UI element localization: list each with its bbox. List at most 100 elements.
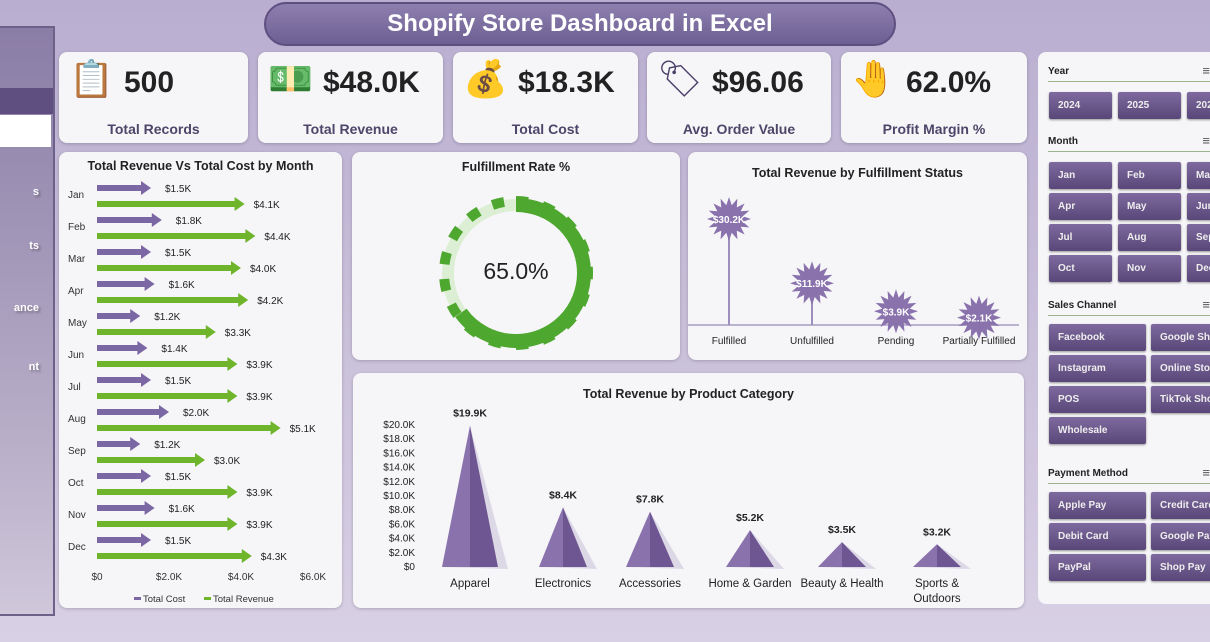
revenue-bar <box>97 389 238 403</box>
month-label: Aug <box>68 414 86 425</box>
sidebar-item[interactable]: s <box>32 186 39 198</box>
kpi-value: 500 <box>124 66 175 99</box>
multi-select-icon[interactable]: ≡ <box>1202 297 1210 312</box>
month-label: Jul <box>68 382 81 393</box>
slicer-button[interactable]: Apr <box>1049 193 1112 220</box>
slicer-button[interactable]: Mar <box>1187 162 1210 189</box>
slicer-button[interactable]: Feb <box>1118 162 1181 189</box>
starburst-marker <box>874 289 918 334</box>
slicer-button[interactable]: 2024 <box>1049 92 1112 119</box>
sidebar-item-active[interactable] <box>0 115 51 147</box>
chart-title: Fulfillment Rate % <box>461 160 571 174</box>
kpi-label: Total Records <box>107 121 200 137</box>
data-label: $19.9K <box>453 408 487 420</box>
slicer-button[interactable]: Sep <box>1187 224 1210 251</box>
data-label: $3.9K <box>246 392 272 403</box>
data-label: $1.8K <box>176 216 202 227</box>
slicer-button[interactable]: TikTok Shop <box>1151 386 1210 413</box>
revenue-bar <box>97 325 216 339</box>
multi-select-icon[interactable]: ≡ <box>1202 133 1210 148</box>
pyramid-bar <box>913 544 937 567</box>
revenue-bar <box>97 229 256 243</box>
slicer-button[interactable]: Google Pay <box>1151 523 1210 550</box>
y-tick-label: $10.0K <box>383 491 415 502</box>
kpi-value: $96.06 <box>712 66 804 99</box>
category-label: Pending <box>878 336 915 347</box>
category-label: Unfulfilled <box>790 336 834 347</box>
slicer-title: Month <box>1048 136 1078 147</box>
legend-label: Total Cost <box>143 594 186 605</box>
slicer-button[interactable]: POS <box>1049 386 1146 413</box>
price-tag-icon: 🏷 <box>657 58 703 99</box>
slicer-button[interactable]: Jun <box>1187 193 1210 220</box>
slicer-button[interactable]: Google Shop <box>1151 324 1210 351</box>
slicer-button[interactable]: Aug <box>1118 224 1181 251</box>
slicer-button[interactable]: Debit Card <box>1049 523 1146 550</box>
slicer-button[interactable]: Jan <box>1049 162 1112 189</box>
cost-bar <box>97 277 155 291</box>
slicer-button[interactable]: PayPal <box>1049 554 1146 581</box>
data-label: $1.4K <box>161 344 187 355</box>
cost-bar <box>97 213 162 227</box>
cost-bar <box>97 341 148 355</box>
kpi-label: Total Cost <box>511 121 580 137</box>
category-label: Fulfilled <box>712 336 746 347</box>
slicer-button[interactable]: Jul <box>1049 224 1112 251</box>
data-label: $11.9K <box>796 279 828 290</box>
slicer-button[interactable]: 2025 <box>1118 92 1181 119</box>
category-label: Outdoors <box>913 593 961 605</box>
chart-title: Total Revenue by Product Category <box>583 387 794 401</box>
fulfillment-rate-value: 65.0% <box>483 258 549 284</box>
slicer-button[interactable]: Online Store <box>1151 355 1210 382</box>
slicer-button[interactable]: Wholesale <box>1049 417 1146 444</box>
sidebar-item[interactable]: ance <box>13 302 39 314</box>
data-label: $3.5K <box>828 524 856 536</box>
slicer-button[interactable]: Nov <box>1118 255 1181 282</box>
money-bag-chart-icon: 💰 <box>463 58 508 99</box>
data-label: $1.5K <box>165 472 191 483</box>
slicer-button[interactable]: Oct <box>1049 255 1112 282</box>
chart-title: Total Revenue by Fulfillment Status <box>752 166 963 180</box>
donut-gear-teeth <box>439 196 593 350</box>
data-label: $3.0K <box>214 456 240 467</box>
pyramid-bar-side <box>470 425 498 567</box>
revenue-bar <box>97 421 281 435</box>
data-label: $2.0K <box>183 408 209 419</box>
sidebar-item[interactable]: nt <box>28 361 39 373</box>
pyramid-bar-side <box>937 544 961 567</box>
cost-bar <box>97 373 151 387</box>
kpi-card: 🏷 $96.06 Avg. Order Value <box>647 52 831 143</box>
category-label: Sports & <box>915 578 959 590</box>
cost-bar <box>97 309 141 323</box>
category-label: Home & Garden <box>708 578 791 590</box>
slicer-button[interactable]: Shop Pay <box>1151 554 1210 581</box>
data-label: $2.1K <box>966 314 993 325</box>
slicer-button[interactable]: Credit Card <box>1151 492 1210 519</box>
slicer-button[interactable]: 2026 <box>1187 92 1210 119</box>
month-label: Sep <box>68 446 86 457</box>
data-label: $30.2K <box>713 215 746 226</box>
slicer-header: Year ≡ <box>1048 63 1210 82</box>
sidebar-item[interactable]: ts <box>29 240 39 252</box>
slicer-button[interactable]: Instagram <box>1049 355 1146 382</box>
pyramid-bar <box>539 507 563 567</box>
data-label: $1.5K <box>165 184 191 195</box>
revenue-bar <box>97 197 245 211</box>
revenue-vs-cost-chart: Total Revenue Vs Total Cost by Month Jan… <box>59 152 342 608</box>
kpi-value: $48.0K <box>323 66 420 99</box>
slicer-button[interactable]: May <box>1118 193 1181 220</box>
category-label: Electronics <box>535 578 591 590</box>
slicer-button[interactable]: Dec <box>1187 255 1210 282</box>
revenue-bar <box>97 357 238 371</box>
multi-select-icon[interactable]: ≡ <box>1202 63 1210 78</box>
data-label: $1.6K <box>169 280 195 291</box>
slicer-button[interactable]: Facebook <box>1049 324 1146 351</box>
multi-select-icon[interactable]: ≡ <box>1202 465 1210 480</box>
data-label: $3.9K <box>246 488 272 499</box>
cost-bar <box>97 181 151 195</box>
kpi-label: Avg. Order Value <box>682 121 796 137</box>
y-tick-label: $12.0K <box>383 477 415 488</box>
kpi-card: 📋 500 Total Records <box>59 52 248 143</box>
slicer-button[interactable]: Apple Pay <box>1049 492 1146 519</box>
